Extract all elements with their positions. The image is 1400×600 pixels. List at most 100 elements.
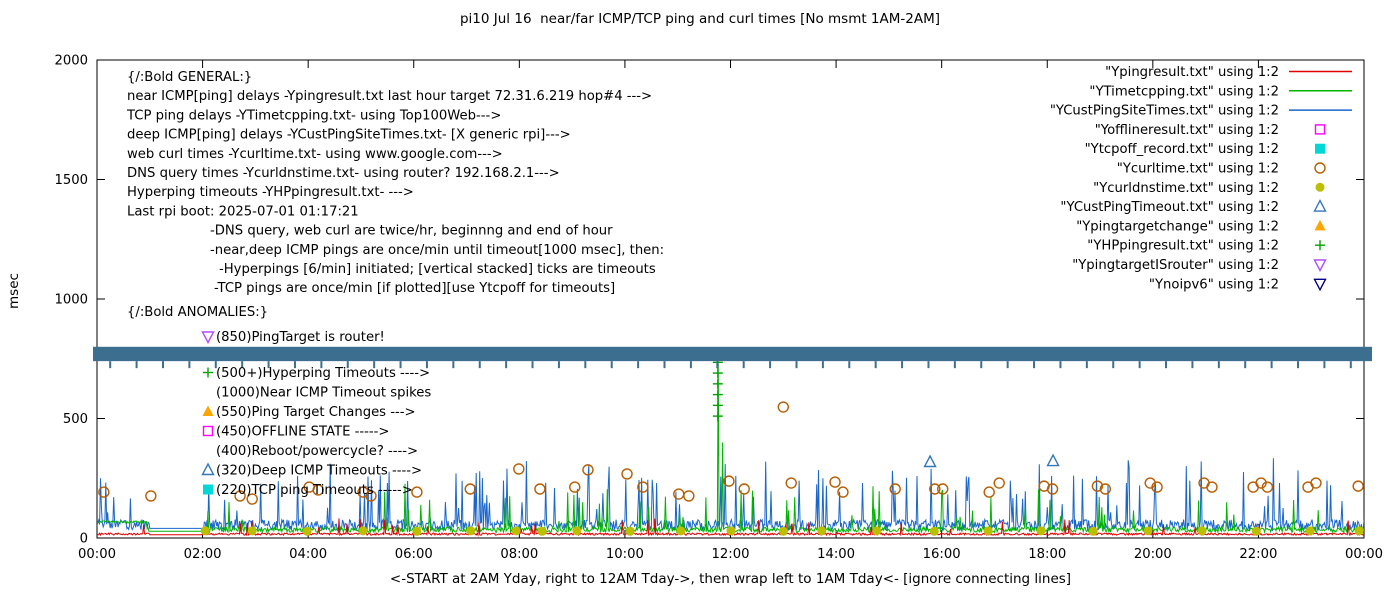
curl-time-point <box>983 486 995 498</box>
dns-time-point <box>1088 526 1098 536</box>
curl-time-point <box>569 481 581 493</box>
legend-label: "YpingtargetISrouter" using 1:2 <box>1072 258 1279 273</box>
curl-time-point <box>582 464 594 476</box>
legend-marker-sample <box>1313 199 1327 212</box>
curl-time-point <box>234 490 246 502</box>
legend-marker-sample <box>1315 143 1325 154</box>
scatter-points <box>98 357 1364 536</box>
curl-time-point <box>513 463 525 475</box>
dns-time-point <box>1305 526 1315 536</box>
anomaly-line: (320)Deep ICMP Timeouts ----> <box>216 464 422 479</box>
curl-time-point <box>1151 481 1163 493</box>
legend-label: "Ynoipv6" using 1:2 <box>1149 277 1279 292</box>
general-line: -Hyperpings [6/min] initiated; [vertical… <box>219 262 656 277</box>
dns-time-point <box>872 526 882 536</box>
general-line: -TCP pings are once/min [if plotted][use… <box>214 281 615 296</box>
curl-time-point <box>1206 481 1218 493</box>
hyperping-timeout-tick <box>712 411 723 422</box>
x-tick-label: 22:00 <box>1239 547 1277 562</box>
curl-time-point <box>993 477 1005 489</box>
hyperping-timeout-tick <box>712 378 723 389</box>
anomaly-marker <box>202 405 214 416</box>
x-axis-label: <-START at 2AM Yday, right to 12AM Tday-… <box>389 571 1072 587</box>
curl-time-point <box>837 486 849 498</box>
deep-timeout-point <box>1046 453 1060 467</box>
curl-time-point <box>621 468 633 480</box>
curl-time-point <box>777 401 789 413</box>
general-line: -DNS query, web curl are twice/hr, begin… <box>210 224 613 239</box>
x-tick-label: 08:00 <box>500 547 538 562</box>
anomaly-line: (1000)Near ICMP Timeout spikes <box>216 386 431 401</box>
anomaly-line: (550)Ping Target Changes ---> <box>216 405 416 420</box>
anomaly-line: (450)OFFLINE STATE -----> <box>216 425 389 440</box>
x-tick-label: 02:00 <box>184 547 222 562</box>
x-tick-label: 10:00 <box>606 547 644 562</box>
curl-time-point <box>929 483 941 495</box>
legend-label: "Ytcpoff_record.txt" using 1:2 <box>1085 142 1279 157</box>
legend-label: "Ycurldnstime.txt" using 1:2 <box>1093 181 1279 196</box>
anomaly-marker <box>201 462 215 476</box>
dns-time-point <box>1143 526 1153 536</box>
x-tick-label: 00:00 <box>78 547 116 562</box>
anomaly-line: (500+)Hyperping Timeouts ----> <box>216 366 430 381</box>
x-tick-label: 00:00 <box>1345 547 1383 562</box>
x-tick-label: 20:00 <box>1134 547 1172 562</box>
curl-time-point <box>411 486 423 498</box>
dns-time-point <box>247 526 257 536</box>
dns-time-point <box>572 526 582 536</box>
curl-time-point <box>937 483 949 495</box>
anomaly-line: (850)PingTarget is router! <box>216 330 385 345</box>
general-line: near ICMP[ping] delays -Ypingresult.txt … <box>127 89 652 104</box>
curl-time-point <box>312 484 324 496</box>
dns-time-point <box>466 526 476 536</box>
anomaly-marker <box>201 331 215 345</box>
legend-label: "YCustPingSiteTimes.txt" using 1:2 <box>1050 104 1279 119</box>
deep-icmp-line <box>97 458 1364 532</box>
general-line: TCP ping delays -YTimetcpping.txt- using… <box>126 108 501 123</box>
curl-time-point <box>365 490 377 502</box>
y-tick-label: 0 <box>80 532 88 547</box>
legend-label: "Ycurltime.txt" using 1:2 <box>1117 162 1279 177</box>
curl-time-point <box>1261 481 1274 493</box>
curl-time-point <box>785 477 797 489</box>
legend-marker-sample <box>1313 259 1327 273</box>
anomaly-marker <box>203 367 213 378</box>
hyperping-timeout-tick <box>712 389 723 400</box>
curl-time-point <box>889 483 901 495</box>
dns-time-point <box>1197 526 1207 536</box>
legend-label: "Ypingtargetchange" using 1:2 <box>1076 219 1279 234</box>
curl-time-point <box>1310 477 1322 489</box>
curl-time-point <box>98 486 110 498</box>
plot-border <box>96 59 1365 539</box>
noipv6-band <box>93 346 1372 369</box>
curl-time-point <box>723 475 735 487</box>
general-line: deep ICMP[ping] delays -YCustPingSiteTim… <box>127 128 571 143</box>
legend-marker-sample <box>1315 182 1325 192</box>
legend-marker-sample <box>1314 124 1326 135</box>
dns-time-point <box>511 526 521 536</box>
x-tick-label: 06:00 <box>395 547 433 562</box>
anomaly-line: (400)Reboot/powercycle? ----> <box>216 444 418 459</box>
hyperping-timeout-tick <box>712 400 723 411</box>
annotations: {/:Bold GENERAL:} near ICMP[ping] delays … <box>126 70 664 498</box>
legend-marker-sample <box>1314 162 1326 174</box>
curl-time-point <box>1091 480 1104 492</box>
dns-time-point <box>1036 526 1046 536</box>
legend: "Ypingresult.txt" using 1:2 "YTimetcpping… <box>1050 65 1352 292</box>
general-line: Hyperping timeouts -YHPpingresult.txt- -… <box>127 185 414 200</box>
curl-time-point <box>534 483 546 495</box>
y-tick-label: 2000 <box>54 54 88 69</box>
anomaly-line: (220)TCP ping Timeouts -----> <box>216 483 413 498</box>
general-line: DNS query times -Ycurldnstime.txt- using… <box>127 166 560 181</box>
dns-time-point <box>1251 526 1261 536</box>
x-tick-label: 12:00 <box>711 547 749 562</box>
dns-time-point <box>302 526 312 536</box>
legend-marker-sample <box>1313 278 1327 292</box>
general-line: web curl times -Ycurltime.txt- using www… <box>127 147 503 162</box>
curl-time-point <box>1046 483 1059 495</box>
legend-marker-sample <box>1314 219 1326 231</box>
curl-time-point <box>637 481 649 493</box>
legend-label: "Ypingresult.txt" using 1:2 <box>1105 65 1279 80</box>
axes: 0 500 1000 1500 2000 00:00 02:00 04:00 06:00 08:0… <box>54 54 1383 563</box>
